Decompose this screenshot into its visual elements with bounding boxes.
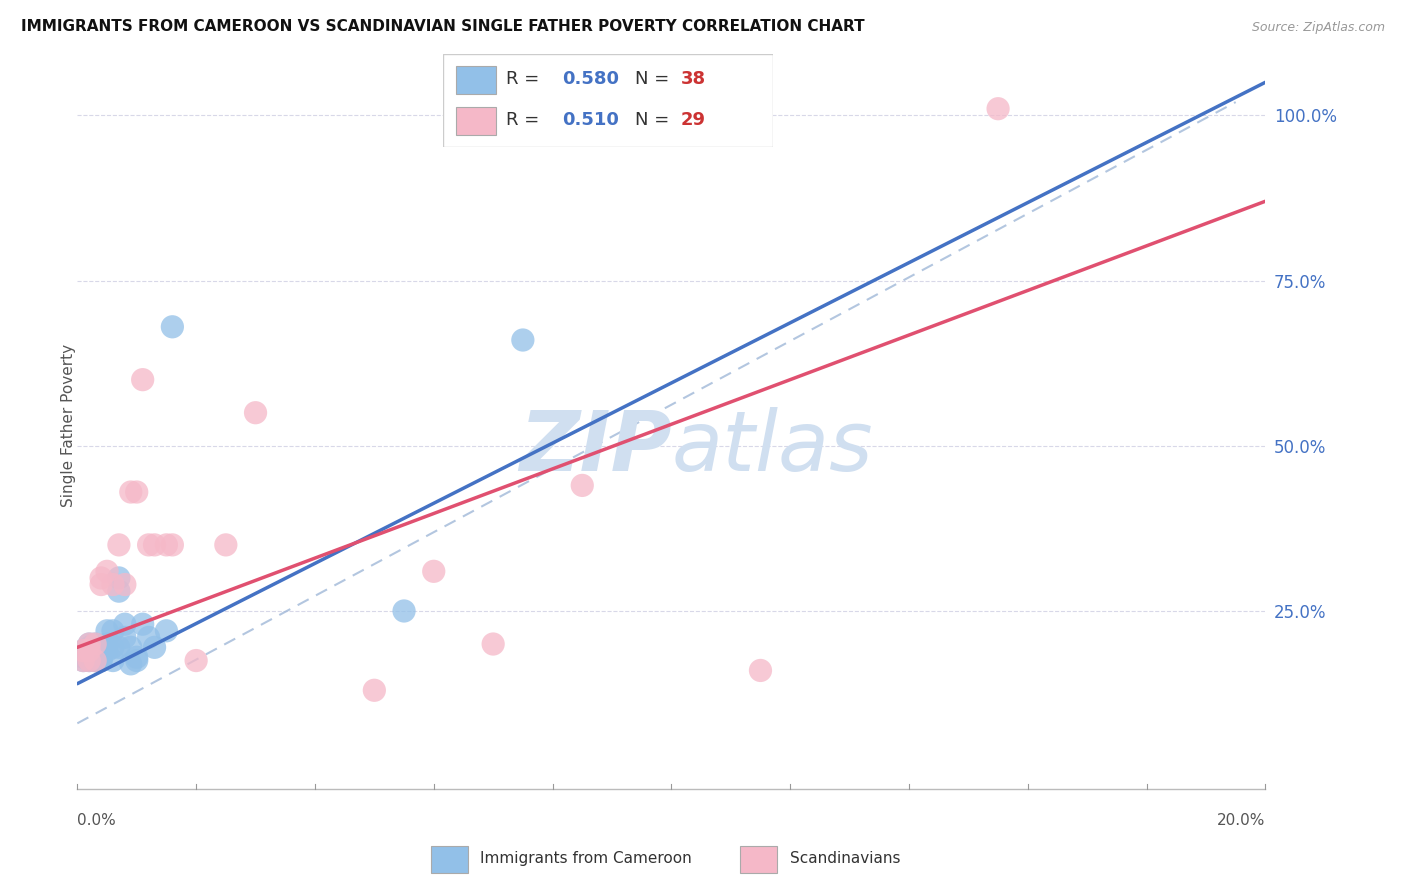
Point <box>96 624 118 638</box>
Point <box>90 654 112 668</box>
Point <box>90 577 112 591</box>
Text: N =: N = <box>634 70 675 87</box>
Point <box>131 373 153 387</box>
Point <box>77 643 100 657</box>
Point <box>96 565 118 579</box>
Point <box>72 654 94 668</box>
Text: 20.0%: 20.0% <box>1218 814 1265 828</box>
Text: IMMIGRANTS FROM CAMEROON VS SCANDINAVIAN SINGLE FATHER POVERTY CORRELATION CHART: IMMIGRANTS FROM CAMEROON VS SCANDINAVIAN… <box>21 20 865 34</box>
Point <box>77 640 100 655</box>
Point <box>84 654 107 668</box>
Point <box>84 643 107 657</box>
Point <box>571 478 593 492</box>
Point <box>114 631 136 645</box>
Point <box>77 637 100 651</box>
Bar <box>456 66 496 94</box>
Text: 29: 29 <box>681 111 706 129</box>
Point <box>84 654 107 668</box>
Point <box>143 538 166 552</box>
Text: 0.510: 0.510 <box>562 111 619 129</box>
Point <box>96 640 118 655</box>
Point <box>72 643 94 657</box>
Point <box>77 654 100 668</box>
Point <box>125 650 148 665</box>
Point <box>186 654 208 668</box>
Point <box>131 617 153 632</box>
Point <box>215 538 238 552</box>
Bar <box>430 847 468 873</box>
Point <box>84 654 107 668</box>
Point <box>392 604 415 618</box>
Text: R =: R = <box>506 111 544 129</box>
Point <box>155 538 177 552</box>
Text: Immigrants from Cameroon: Immigrants from Cameroon <box>481 851 692 866</box>
Point <box>155 624 177 638</box>
Point <box>125 654 148 668</box>
Point <box>143 640 166 655</box>
Point <box>245 406 267 420</box>
Point <box>90 654 112 668</box>
Point <box>125 485 148 500</box>
Point <box>77 650 100 665</box>
Point <box>114 617 136 632</box>
Text: Source: ZipAtlas.com: Source: ZipAtlas.com <box>1251 21 1385 34</box>
Point <box>512 333 534 347</box>
Point <box>96 643 118 657</box>
Point <box>108 584 131 599</box>
Text: N =: N = <box>634 111 675 129</box>
Text: 38: 38 <box>681 70 706 87</box>
Point <box>101 624 124 638</box>
Text: 0.0%: 0.0% <box>77 814 117 828</box>
Point <box>84 650 107 665</box>
Bar <box>456 107 496 135</box>
Text: atlas: atlas <box>672 408 873 488</box>
Point <box>101 654 124 668</box>
Point <box>72 650 94 665</box>
Text: Scandinavians: Scandinavians <box>790 851 900 866</box>
Point <box>162 319 184 334</box>
Point <box>72 643 94 657</box>
Point <box>162 538 184 552</box>
Point <box>84 637 107 651</box>
Bar <box>740 847 778 873</box>
Point <box>987 102 1010 116</box>
Y-axis label: Single Father Poverty: Single Father Poverty <box>62 344 76 508</box>
Point <box>363 683 385 698</box>
Point <box>77 654 100 668</box>
Point <box>138 538 160 552</box>
Point <box>423 565 446 579</box>
Point <box>120 657 142 671</box>
Point <box>90 571 112 585</box>
Point <box>138 631 160 645</box>
Point <box>108 571 131 585</box>
Point <box>96 637 118 651</box>
Point <box>90 650 112 665</box>
Text: R =: R = <box>506 70 544 87</box>
Text: 0.580: 0.580 <box>562 70 619 87</box>
Point <box>749 664 772 678</box>
Point <box>72 654 94 668</box>
Point <box>108 640 131 655</box>
Point <box>101 640 124 655</box>
Point <box>120 485 142 500</box>
Point <box>120 640 142 655</box>
Point <box>108 538 131 552</box>
Point <box>482 637 505 651</box>
Point <box>114 577 136 591</box>
Point <box>101 577 124 591</box>
Point <box>84 637 107 651</box>
Text: ZIP: ZIP <box>519 408 672 488</box>
Point <box>77 637 100 651</box>
